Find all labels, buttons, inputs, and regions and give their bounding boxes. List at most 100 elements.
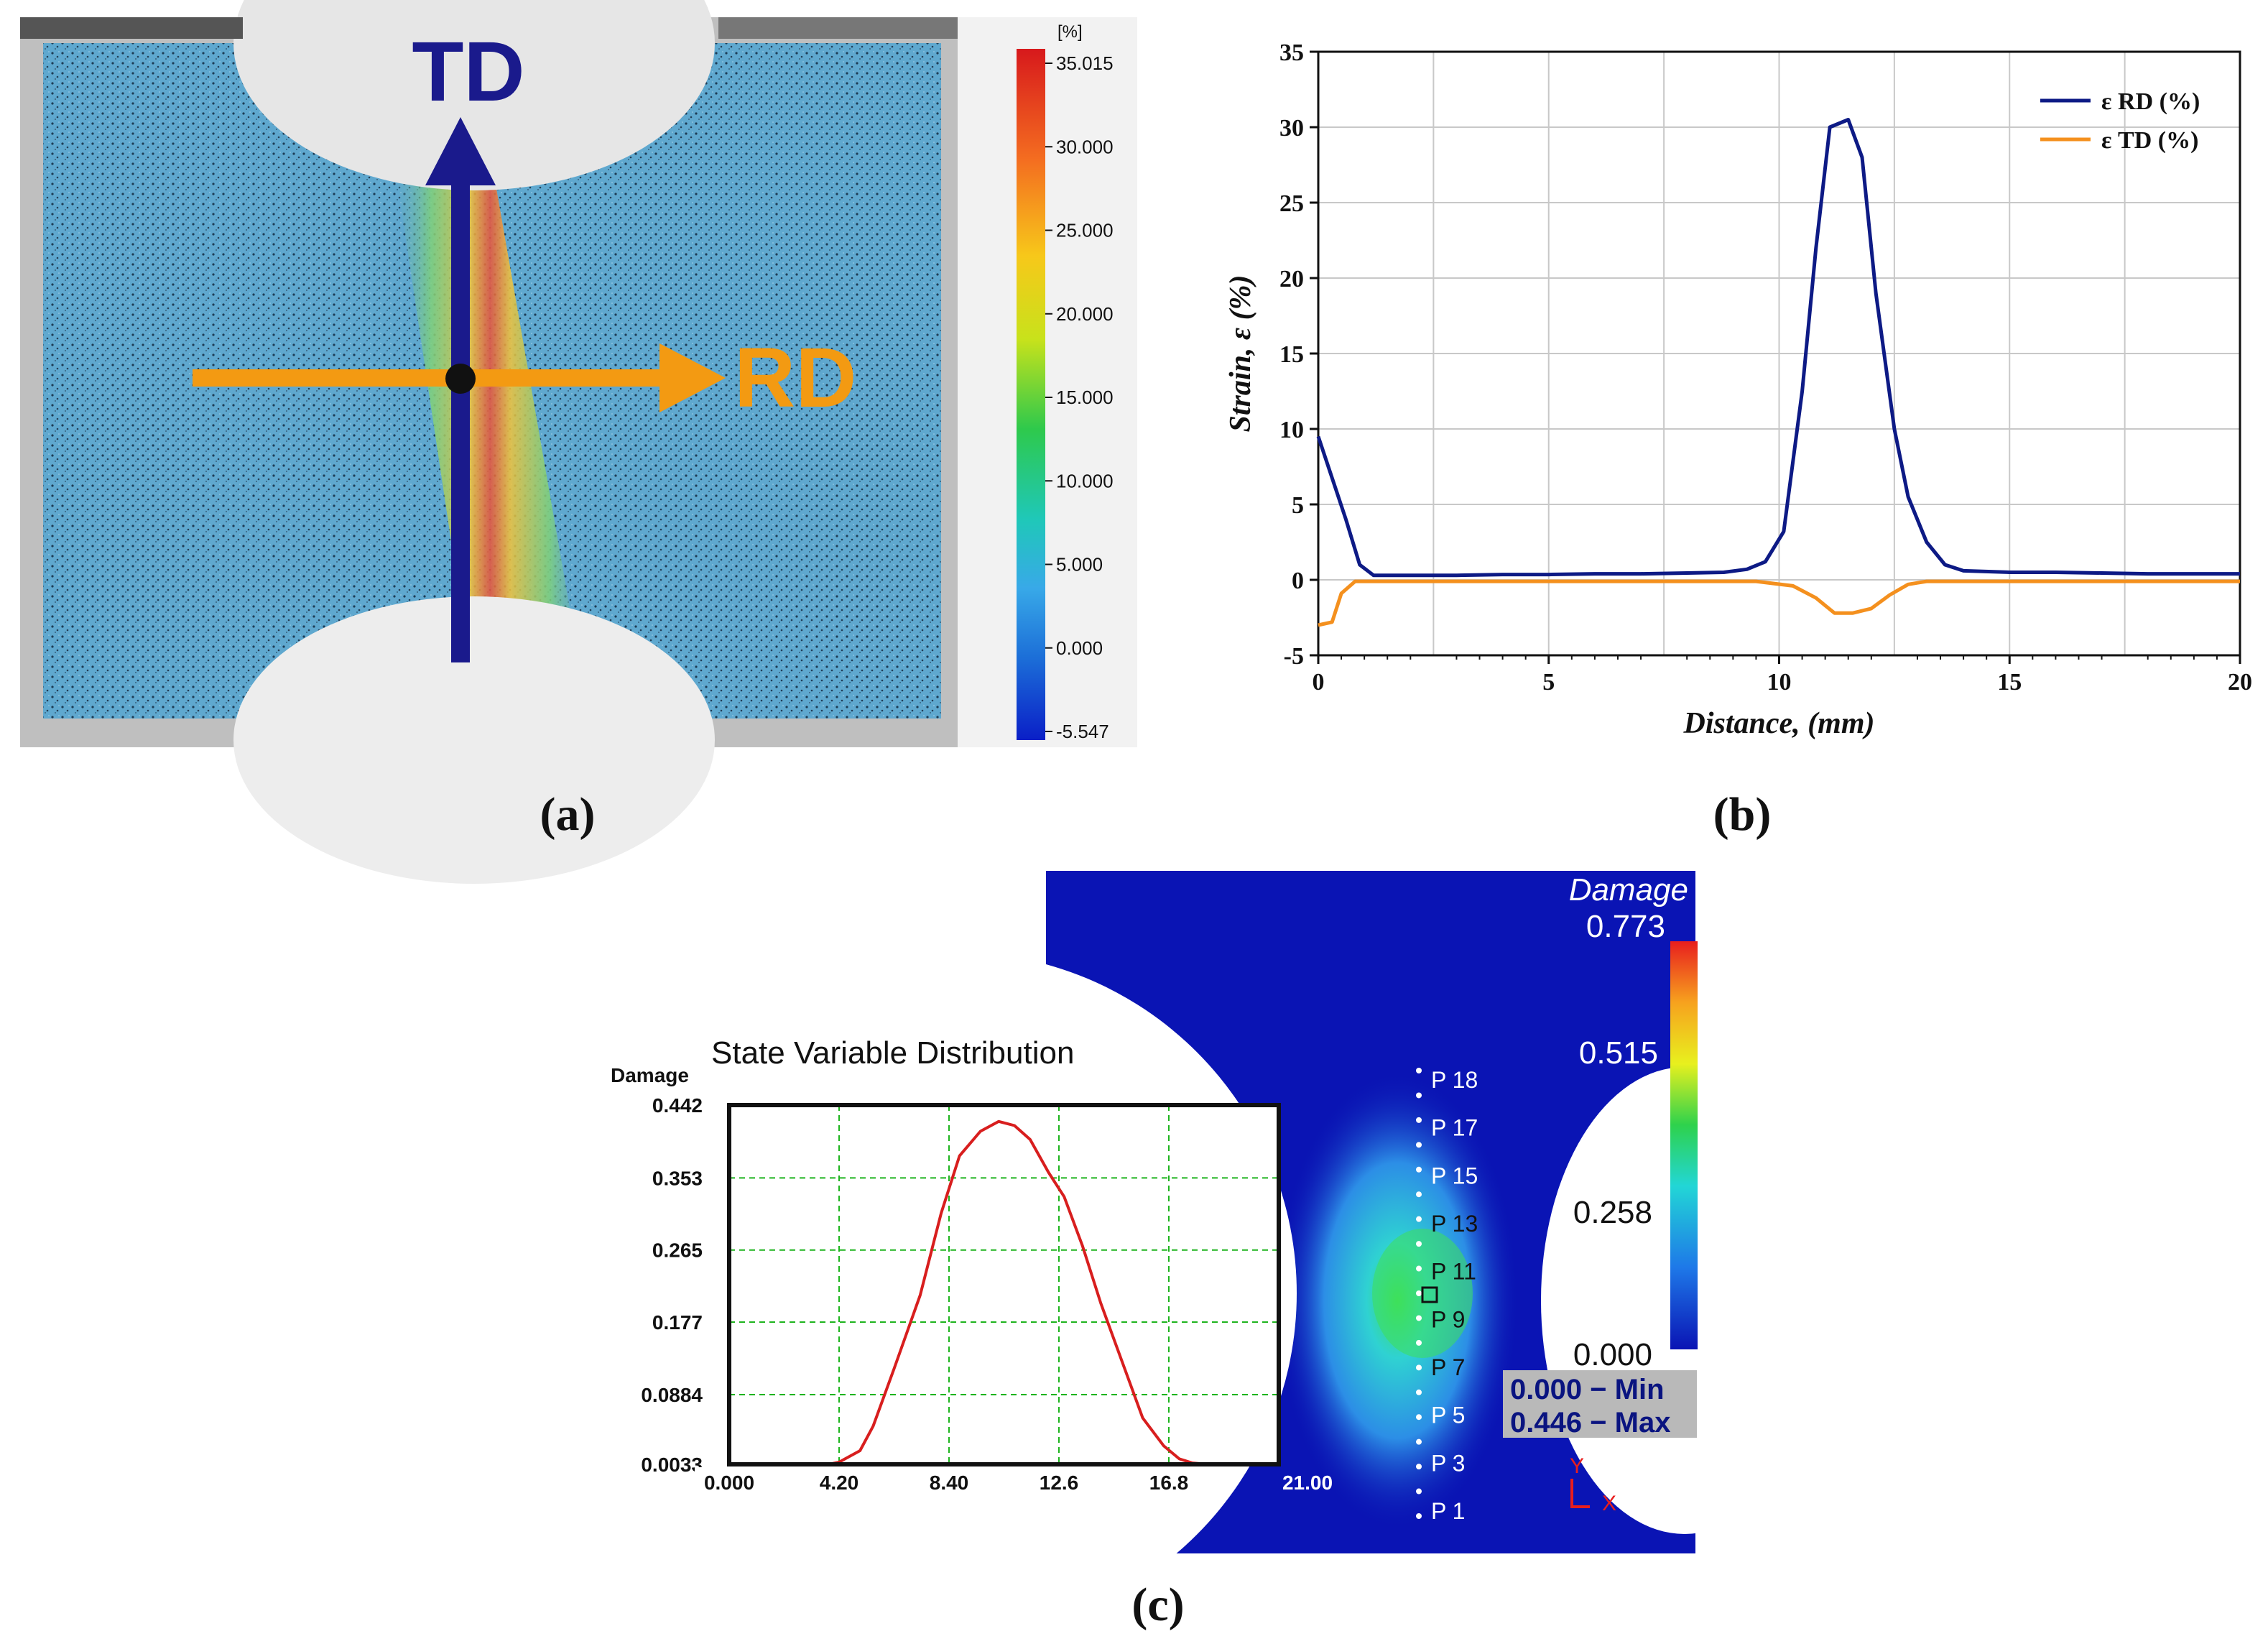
node-dot [1416,1142,1422,1148]
damage-curve [729,1119,1279,1466]
y-tick-label: 5 [1292,492,1304,519]
damage-colorbar [1670,941,1698,1349]
plot-area [729,1105,1279,1464]
y-tick-label: 0.265 [652,1239,703,1262]
x-tick-label-bg [695,1467,764,1496]
colorbar-tick-label: 20.000 [1056,303,1114,325]
point-label: P 1 [1431,1498,1465,1524]
x-tick-label: 21.00 [1282,1472,1333,1494]
plot-frame [727,1103,1281,1466]
colorbar-tick-label: 5.000 [1056,554,1103,576]
min-value: 0.000 − Min [1510,1374,1665,1405]
td-label: TD [412,24,524,119]
model-right-edge [1695,871,1710,1553]
panel-label-b: (b) [1713,788,1772,841]
axis-x-label: X [1602,1492,1616,1515]
series-line-rd [1316,118,2240,578]
y-tick-label: 0.442 [652,1094,703,1117]
point-label: P 15 [1431,1163,1478,1188]
min-max-box [1503,1370,1697,1438]
x-tick-label: 5 [1542,669,1555,696]
point-label: P 18 [1431,1067,1478,1093]
colorbar-tick-label: 25.000 [1056,220,1114,241]
damage-colorbar-label: 0.258 [1573,1195,1652,1230]
node-dot [1416,1315,1422,1321]
grip-edge-right [718,17,958,39]
panel-label-a: (a) [540,788,596,841]
point-label: P 11 [1431,1259,1476,1285]
state-variable-chart: State Variable Distribution Damage 0.442 0.… [611,1035,1333,1496]
node-dot [1416,1488,1422,1495]
y-tick-label: 0.353 [652,1167,703,1189]
node-dot [1416,1166,1422,1173]
node-dot [1416,1464,1422,1470]
y-tick-label: 10 [1279,417,1304,443]
x-tick-label-bg [1134,1467,1203,1496]
point-label: P 9 [1431,1306,1465,1332]
node-dot [1416,1092,1422,1099]
rd-label: RD [734,331,856,425]
panel-b: -5 0 5 10 15 20 25 30 35 0 5 10 15 20 Distance, (mm) St… [1224,40,2252,740]
y-axis-label: Strain, ε (%) [1224,274,1257,432]
rd-arrow-head [659,343,726,412]
x-tick-label: 0 [1313,669,1325,696]
point-label: P 13 [1431,1211,1478,1237]
x-tick-label: 0.000 [704,1472,754,1494]
td-arrow-shaft [451,180,470,662]
colorbar-tick-label: 35.015 [1056,52,1114,74]
lower-notch [233,596,715,884]
colorbar-unit: [%] [1057,22,1083,42]
x-tick-label: 20 [2228,669,2252,696]
point-label: P 5 [1431,1403,1465,1428]
node-dot [1416,1389,1422,1395]
damage-colorbar-title: Damage [1569,872,1688,907]
y-tick-label: -5 [1284,643,1304,670]
y-tick-label: 15 [1279,341,1304,368]
panel-a: TD RD [%] 35.015 30.000 25.000 20.000 15.000… [20,0,1137,884]
point-label: P 3 [1431,1450,1465,1476]
strain-chart: -5 0 5 10 15 20 25 30 35 0 5 10 15 20 Distance, (mm) St… [1224,40,2252,740]
series-line-td [1318,579,2240,627]
node-dot [1416,1265,1422,1272]
y-tick-label: 35 [1279,40,1304,66]
point-label: P 17 [1431,1115,1478,1141]
measurement-points: P 18 P 17 P 15 P 13 P 11 P 9 P 7 P 5 P 3 P 1 [1416,1067,1478,1524]
x-axis-label: Distance, (mm) [1683,707,1875,740]
node-dot [1416,1414,1422,1421]
colorbar-tick-label: 0.000 [1056,637,1103,659]
node-dot [1416,1216,1422,1222]
panel-label-c: (c) [1131,1579,1184,1631]
point-label: P 7 [1431,1354,1465,1380]
damage-colorbar-label: 0.515 [1579,1035,1658,1071]
probe-marker [1421,1286,1438,1303]
y-tick-label: 20 [1279,266,1304,292]
td-arrow-head [425,117,496,185]
damage-colorbar-label: 0.000 [1573,1337,1652,1372]
node-dot [1416,1290,1422,1296]
y-tick-label: 30 [1279,115,1304,142]
grip-edge-left [20,17,243,39]
y-axis-label: Damage [611,1064,689,1086]
colorbar-a [1017,49,1045,740]
y-tick-label: 0 [1292,568,1304,594]
node-dot [1416,1117,1422,1123]
strain-localization-band [392,144,589,719]
x-tick-label-bg [1024,1467,1093,1496]
node-dot [1416,1191,1422,1198]
x-tick-label: 12.6 [1040,1472,1079,1494]
colorbar-tick-label: 15.000 [1056,387,1114,408]
x-tick-label: 8.40 [930,1472,969,1494]
center-point [445,364,476,394]
node-dot [1416,1068,1422,1073]
y-tick-label: 0.0033 [641,1454,703,1476]
axis-triad [1570,1479,1590,1508]
colorbar-tick-label: 10.000 [1056,470,1114,491]
colorbar-tick-label: 30.000 [1056,136,1114,157]
rd-arrow-shaft [193,369,667,387]
y-tick-label: 0.0884 [641,1384,703,1406]
node-dot [1416,1241,1422,1247]
node-dot [1416,1364,1422,1371]
colorbar-a-ticks: 35.015 30.000 25.000 20.000 15.000 10.000 5.00… [1045,52,1114,742]
colorbar-tick-label: -5.547 [1056,721,1109,742]
